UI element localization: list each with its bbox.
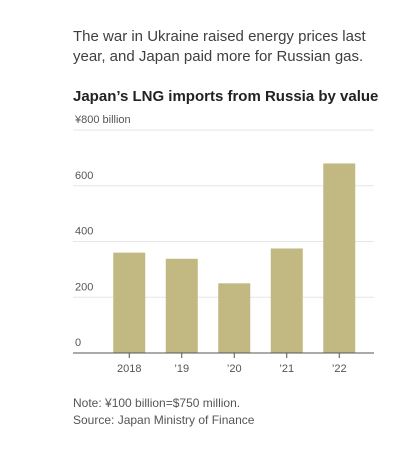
bar-21 — [270, 248, 303, 353]
chart-source: Source: Japan Ministry of Finance — [73, 413, 255, 427]
x-tick-label: ’19 — [174, 363, 189, 375]
y-tick-label: ¥800 billion — [74, 114, 131, 126]
x-tick-label: 2018 — [117, 363, 141, 375]
x-tick-label: ’22 — [332, 363, 347, 375]
bar-20 — [218, 283, 251, 353]
bar-22 — [323, 163, 356, 353]
chart-subtitle: The war in Ukraine raised energy prices … — [73, 28, 366, 65]
y-tick-label: 0 — [75, 337, 81, 349]
y-tick-label: 400 — [75, 226, 93, 238]
chart-title: Japan’s LNG imports from Russia by value — [73, 88, 379, 105]
x-tick-label: ’20 — [227, 363, 242, 375]
chart-note: Note: ¥100 billion=$750 million. — [73, 396, 241, 410]
bar-2018 — [113, 252, 146, 353]
x-tick-label: ’21 — [279, 363, 294, 375]
chart-footer: Note: ¥100 billion=$750 million. Source:… — [73, 395, 254, 429]
y-tick-label: 200 — [75, 281, 93, 293]
bar-19 — [165, 258, 198, 353]
y-tick-label: 600 — [75, 170, 93, 182]
